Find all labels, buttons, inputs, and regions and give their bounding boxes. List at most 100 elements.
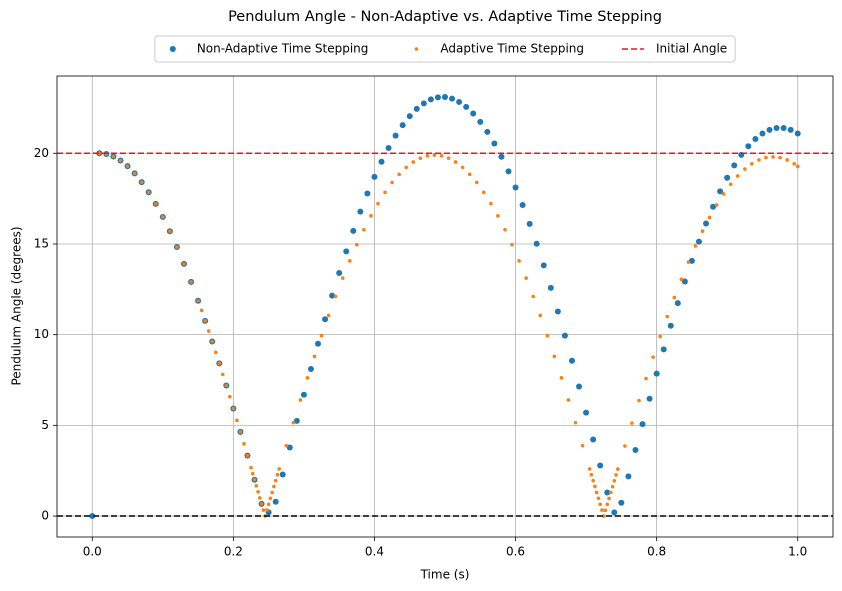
data-point (266, 502, 271, 507)
data-point (326, 313, 331, 318)
data-point (420, 100, 427, 107)
data-point (89, 513, 96, 520)
data-point (608, 490, 613, 495)
data-point (665, 314, 670, 319)
data-point (161, 215, 165, 219)
data-point (540, 262, 547, 269)
x-tick-label: 0.4 (365, 545, 384, 559)
data-point (418, 156, 423, 160)
data-point (721, 192, 726, 196)
data-point (591, 478, 595, 483)
data-point (196, 298, 200, 303)
data-point (293, 417, 300, 424)
data-point (300, 391, 307, 398)
data-point (717, 188, 724, 195)
data-point (482, 190, 486, 195)
data-point (477, 118, 484, 125)
data-point (607, 496, 611, 501)
data-point (593, 484, 597, 489)
data-point (724, 174, 731, 181)
data-point (383, 190, 387, 195)
data-point (252, 477, 257, 482)
data-point (261, 508, 266, 512)
data-point (710, 203, 717, 210)
data-point (612, 479, 617, 483)
data-point (206, 329, 211, 333)
data-point (343, 248, 350, 255)
data-point (258, 496, 262, 500)
data-point (630, 421, 634, 425)
data-point (600, 508, 604, 512)
data-point (552, 354, 557, 359)
data-point (757, 158, 761, 162)
data-point (674, 300, 681, 307)
data-point (434, 94, 441, 101)
data-point (616, 467, 620, 471)
data-point (442, 94, 448, 101)
data-point (598, 502, 602, 507)
data-point (268, 496, 273, 501)
data-point (728, 182, 733, 187)
data-point (735, 174, 740, 178)
data-point (470, 110, 477, 117)
data-point (371, 173, 378, 180)
data-point (610, 484, 615, 489)
data-point (660, 346, 667, 353)
data-point (254, 483, 259, 488)
data-point (672, 295, 677, 300)
data-point (456, 98, 463, 105)
data-point (510, 242, 514, 247)
data-point (517, 259, 521, 263)
data-point (524, 276, 528, 280)
data-point (357, 208, 364, 215)
data-point (392, 132, 399, 139)
data-point (199, 308, 204, 313)
data-point (714, 203, 719, 207)
data-point (773, 125, 780, 132)
data-point (238, 430, 243, 434)
data-point (583, 409, 590, 416)
data-point (453, 160, 458, 164)
data-point (333, 294, 338, 299)
data-point (603, 508, 608, 513)
data-point (406, 113, 413, 120)
data-point (425, 154, 430, 158)
data-point (97, 151, 102, 156)
data-point (688, 257, 695, 264)
y-axis-label: Pendulum Angle (degrees) (10, 226, 24, 385)
data-point (250, 471, 255, 476)
x-axis-label: Time (s) (420, 568, 470, 582)
data-point (439, 154, 444, 158)
data-point (580, 443, 585, 448)
data-point (298, 398, 303, 402)
data-point (364, 190, 371, 197)
data-point (764, 155, 768, 160)
data-point (336, 269, 343, 276)
data-point (210, 339, 214, 344)
legend-item: Initial Angle (622, 42, 727, 56)
legend-label: Non-Adaptive Time Stepping (197, 42, 369, 56)
data-point (547, 284, 554, 291)
data-point (614, 473, 618, 477)
data-point (432, 153, 437, 157)
data-point (554, 308, 561, 315)
data-point (605, 502, 610, 507)
data-point (312, 354, 317, 359)
legend: Non-Adaptive Time Stepping Adaptive Time … (154, 35, 736, 63)
data-point (693, 244, 698, 248)
data-point (639, 421, 646, 428)
data-point (224, 383, 229, 388)
chart-title: Pendulum Angle - Non-Adaptive vs. Adapti… (228, 9, 662, 25)
data-point (235, 418, 239, 423)
data-point (695, 238, 702, 245)
data-point (484, 128, 491, 135)
legend-box (154, 35, 736, 63)
data-point (778, 155, 782, 160)
data-point (467, 172, 472, 177)
data-point (275, 472, 280, 477)
data-point (566, 398, 571, 402)
data-point (512, 184, 519, 191)
data-point (376, 201, 380, 206)
